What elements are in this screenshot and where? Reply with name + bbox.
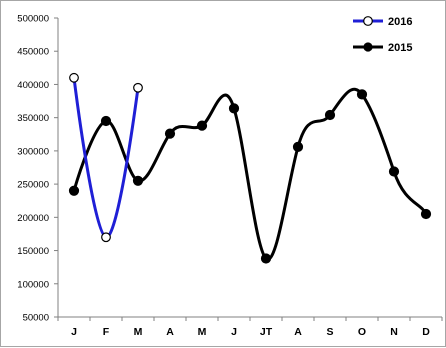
x-tick-label: N — [390, 326, 398, 338]
y-tick-label: 50000 — [23, 313, 49, 324]
y-tick-label: 500000 — [17, 14, 49, 25]
legend: 2016 2015 — [353, 16, 412, 54]
y-tick-label: 150000 — [17, 246, 49, 257]
legend-marker-2015 — [363, 42, 373, 52]
y-tick-label: 400000 — [17, 80, 49, 91]
y-tick-label: 200000 — [17, 213, 49, 224]
x-tick-label: M — [198, 326, 207, 338]
data-point-2015 — [196, 120, 208, 131]
x-tick-label: O — [358, 326, 366, 338]
legend-marker-2016 — [363, 16, 373, 26]
x-tick-label: F — [103, 326, 110, 338]
data-point-2015 — [388, 166, 400, 177]
data-point-2015 — [260, 253, 272, 264]
data-point-2015 — [68, 185, 80, 196]
data-point-2015 — [164, 128, 176, 139]
data-point-2015 — [228, 103, 240, 114]
x-tick-label: M — [134, 326, 143, 338]
data-point-2015 — [356, 89, 368, 100]
y-tick-label: 100000 — [17, 279, 49, 290]
y-tick-label: 250000 — [17, 180, 49, 191]
x-tick-label: J — [71, 326, 77, 338]
y-tick-label: 350000 — [17, 113, 49, 124]
x-tick-labels: J F M A M J JT A S O N D — [71, 326, 430, 338]
legend-label-2016: 2016 — [388, 16, 412, 28]
data-point-2016 — [101, 232, 111, 243]
x-tick-label: D — [422, 326, 430, 338]
axes — [54, 17, 443, 321]
x-tick-label: S — [326, 326, 333, 338]
x-tick-label: JT — [260, 326, 273, 338]
x-tick-label: J — [231, 326, 237, 338]
data-point-2015 — [324, 109, 336, 121]
data-point-2015 — [100, 115, 112, 127]
y-tick-label: 450000 — [17, 47, 49, 58]
x-tick-label: A — [166, 326, 174, 338]
series-line-2015 — [72, 87, 428, 261]
y-tick-label: 300000 — [17, 146, 49, 157]
data-point-2015 — [420, 208, 432, 220]
data-point-2016 — [133, 82, 143, 93]
series-group — [68, 72, 432, 264]
x-tick-label: A — [294, 326, 302, 338]
data-point-2016 — [69, 72, 79, 83]
legend-label-2015: 2015 — [388, 42, 412, 54]
data-point-2015 — [132, 175, 144, 186]
y-tick-labels: 50000 100000 150000 200000 250000 300000 35000… — [17, 14, 49, 324]
data-point-2015 — [292, 141, 304, 153]
